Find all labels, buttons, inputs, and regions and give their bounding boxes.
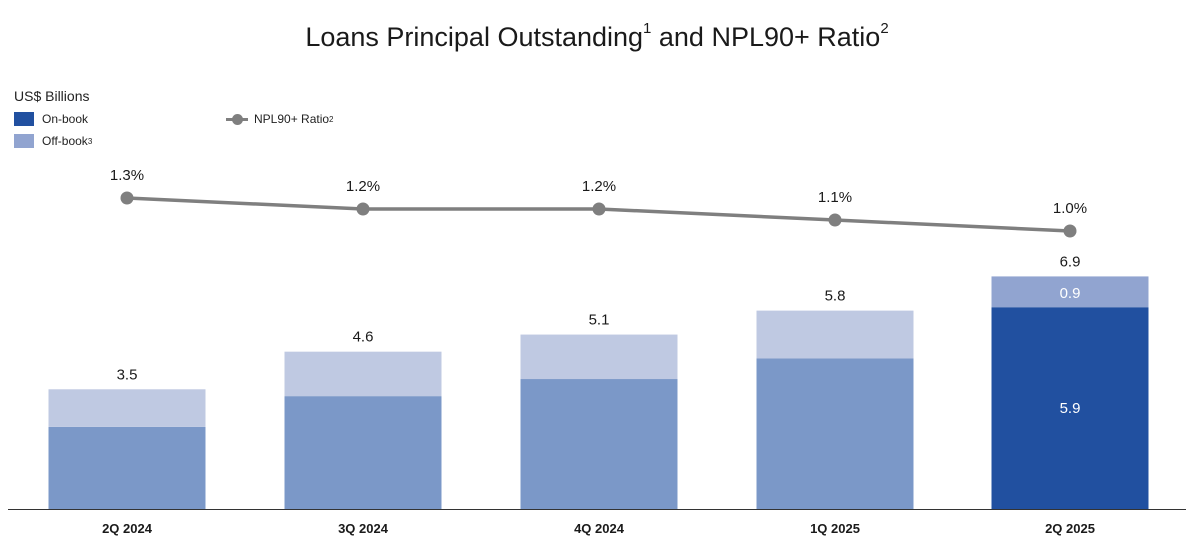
segment-label-onbook: 5.9 xyxy=(1060,400,1081,417)
footnote-2: 2 xyxy=(880,20,889,37)
legend-offbook-label: Off-book xyxy=(42,134,88,148)
ratio-label-1: 1.3% xyxy=(110,167,144,184)
legend-ratio-swatch xyxy=(226,112,248,126)
segment-label-offbook: 0.9 xyxy=(1060,285,1081,302)
bar-onbook-4 xyxy=(756,358,914,509)
bar-offbook-1 xyxy=(48,389,206,427)
footnote-1: 1 xyxy=(643,20,652,37)
legend-onbook-label: On-book xyxy=(42,112,89,126)
bar-offbook-2 xyxy=(284,351,442,397)
legend-ratio-label: NPL90+ Ratio xyxy=(254,112,330,126)
ratio-label-4: 1.1% xyxy=(818,189,852,206)
total-label-1: 3.5 xyxy=(117,366,138,383)
chart-title-text: Loans Principal Outstanding xyxy=(305,22,644,52)
footnote-3: 3 xyxy=(87,136,93,146)
ratio-label-2: 1.2% xyxy=(346,178,380,195)
total-label-4: 5.8 xyxy=(825,288,846,305)
legend-onbook-swatch xyxy=(14,112,34,126)
total-label-5: 6.9 xyxy=(1060,253,1081,270)
chart-title: Loans Principal Outstanding1 and NPL90+ … xyxy=(0,20,1194,53)
legend-ratio: NPL90+ Ratio 2 xyxy=(226,112,334,126)
ratio-point-1 xyxy=(120,191,134,205)
ratio-label-3: 1.2% xyxy=(582,178,616,195)
ratio-label-5: 1.0% xyxy=(1053,200,1087,217)
x-tick-label-1: 2Q 2024 xyxy=(102,521,153,536)
bar-onbook-5 xyxy=(991,307,1149,509)
legend-ratio-footnote: 2 xyxy=(329,114,334,124)
x-tick-label-3: 4Q 2024 xyxy=(574,521,625,536)
legend-offbook: Off-book 3 xyxy=(14,134,92,148)
legend-offbook-swatch xyxy=(14,134,34,148)
bar-offbook-3 xyxy=(520,334,678,380)
chart-title-mid: and NPL90+ Ratio xyxy=(651,22,881,52)
total-label-2: 4.6 xyxy=(353,329,374,346)
x-tick-label-4: 1Q 2025 xyxy=(810,521,860,536)
ratio-point-5 xyxy=(1063,224,1077,238)
ratio-point-4 xyxy=(828,213,842,227)
x-tick-label-5: 2Q 2025 xyxy=(1045,521,1095,536)
legend-onbook: On-book xyxy=(14,112,88,126)
ratio-point-2 xyxy=(356,202,370,216)
bar-onbook-1 xyxy=(48,426,206,509)
ratio-point-3 xyxy=(592,202,606,216)
bar-onbook-2 xyxy=(284,396,442,509)
bar-offbook-5 xyxy=(991,276,1149,308)
unit-label: US$ Billions xyxy=(14,88,90,104)
total-label-3: 5.1 xyxy=(589,312,610,329)
bar-onbook-3 xyxy=(520,379,678,509)
bar-offbook-4 xyxy=(756,310,914,359)
x-tick-label-2: 3Q 2024 xyxy=(338,521,389,536)
